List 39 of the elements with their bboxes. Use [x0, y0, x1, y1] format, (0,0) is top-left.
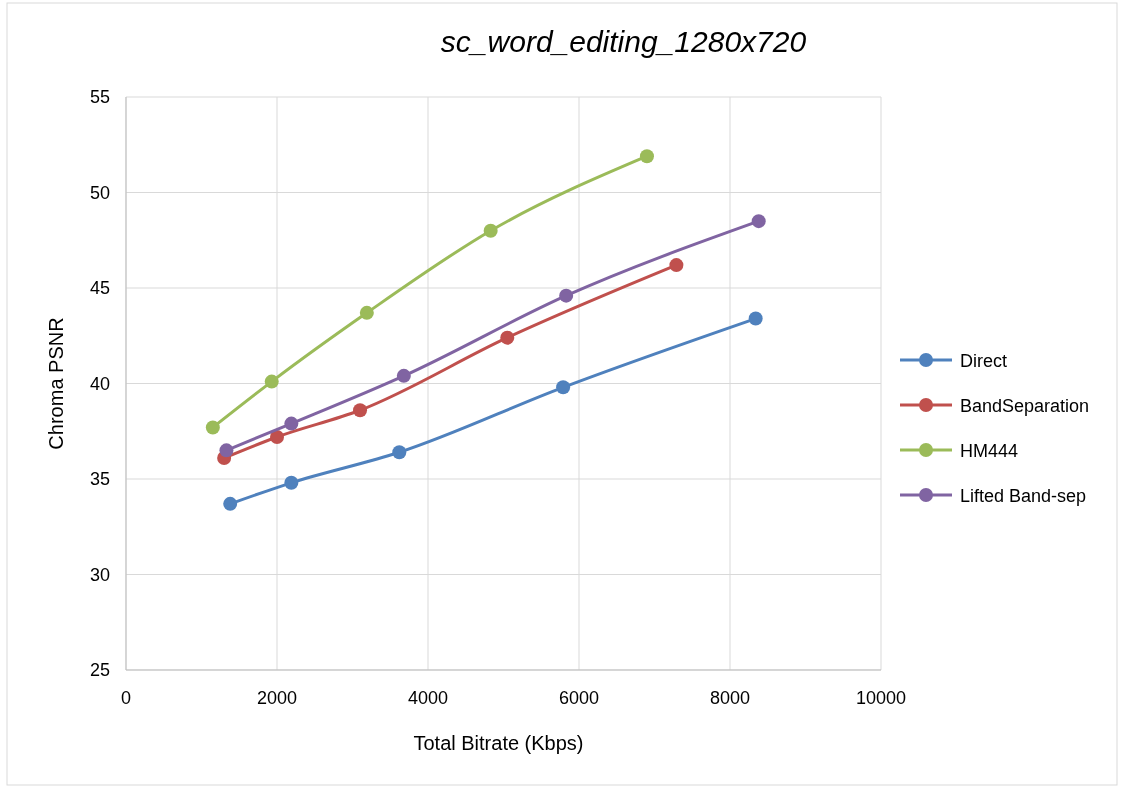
x-tick-label: 10000 — [855, 688, 907, 708]
legend-label: Direct — [960, 351, 1008, 371]
x-tick-label: 2000 — [256, 688, 298, 708]
y-tick-label: 45 — [89, 278, 110, 298]
chart-title: sc_word_editing_1280x720 — [440, 25, 807, 58]
y-axis-title: Chroma PSNR — [45, 317, 67, 450]
point — [353, 403, 368, 418]
point — [392, 445, 407, 460]
point — [748, 311, 763, 326]
point — [284, 475, 299, 490]
point — [223, 496, 238, 511]
x-axis-title: Total Bitrate (Kbps) — [413, 732, 584, 754]
x-tick-label: 8000 — [709, 688, 751, 708]
y-tick-label: 25 — [89, 660, 110, 680]
point — [751, 214, 766, 229]
legend-label: Lifted Band-sep — [960, 486, 1087, 506]
point — [359, 305, 374, 320]
x-tick-label: 4000 — [407, 688, 449, 708]
y-tick-label: 30 — [89, 564, 110, 585]
y-tick-label: 35 — [89, 469, 110, 489]
point — [669, 258, 684, 273]
y-tick-label: 50 — [89, 182, 110, 203]
legend-label: BandSeparation — [960, 396, 1090, 416]
point — [284, 416, 299, 431]
y-tick-label: 40 — [89, 373, 110, 394]
point — [559, 288, 574, 303]
point — [396, 368, 411, 383]
point — [639, 149, 654, 164]
x-tick-label: 6000 — [558, 688, 600, 708]
point — [219, 443, 234, 458]
point — [264, 374, 279, 389]
point — [483, 223, 498, 238]
point — [270, 429, 284, 444]
y-tick-label: 55 — [89, 87, 110, 107]
point — [500, 330, 515, 345]
x-tick-label: 0 — [120, 688, 132, 708]
point — [205, 420, 220, 435]
legend-label: HM444 — [960, 441, 1019, 461]
point — [556, 380, 571, 395]
